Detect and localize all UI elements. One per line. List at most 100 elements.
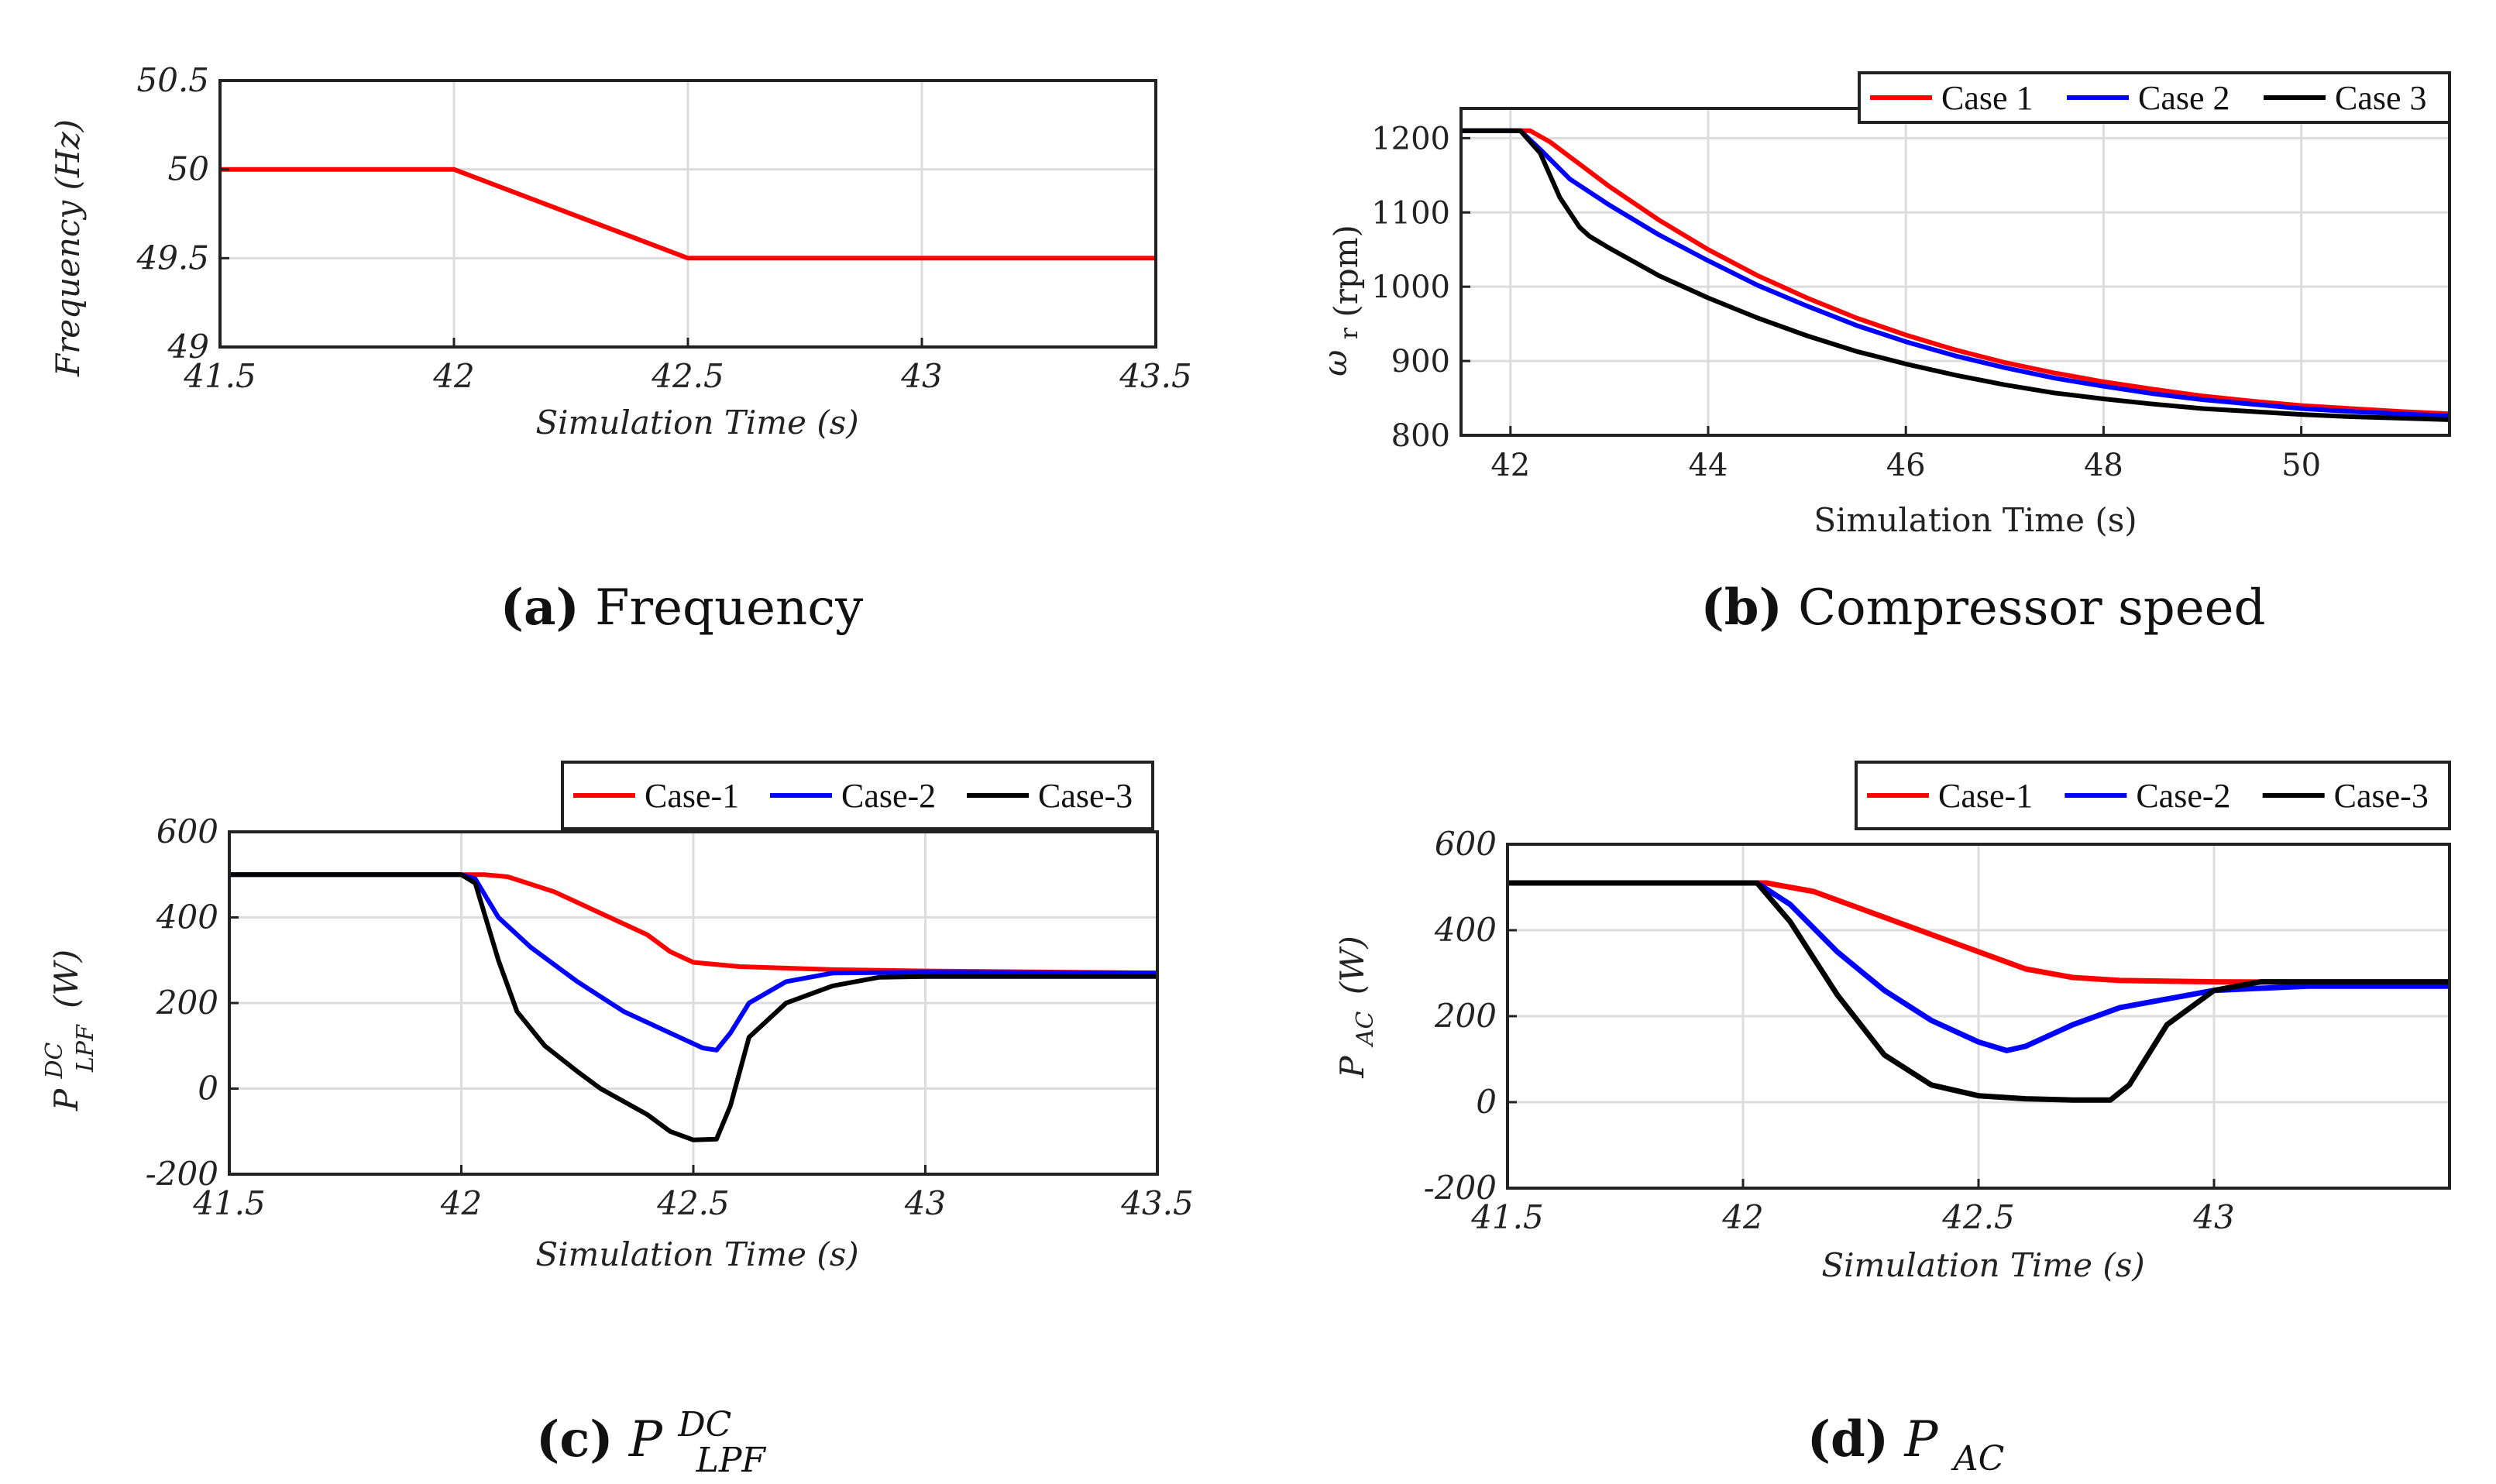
y-tick-label: 49.5 xyxy=(136,239,209,277)
x-tick-label: 42 xyxy=(1490,448,1530,483)
series-line-case-1 xyxy=(229,872,1157,976)
x-tick-label: 42.5 xyxy=(656,1184,730,1222)
x-tick-label: 42 xyxy=(1721,1198,1763,1236)
ticks-b: 42 44 46 48 50 800 900 1000 1100 1200 xyxy=(1371,121,2321,483)
ylabel-d-main: P xyxy=(1333,1056,1371,1079)
ticks-c: 41.5 42 42.5 43 43.5 -200 0 200 400 600 xyxy=(146,812,1194,1222)
ylabel-b-unit: (rpm) xyxy=(1327,225,1365,318)
legend-label: Case-1 xyxy=(1938,777,2033,815)
series-a xyxy=(220,167,1156,261)
ylabel-b-sub: r xyxy=(1334,327,1363,339)
x-tick-label: 50 xyxy=(2281,448,2321,483)
caption-a-title: Frequency xyxy=(595,579,863,637)
x-tick-label: 46 xyxy=(1886,448,1926,483)
xlabel-a: Simulation Time (s) xyxy=(535,404,858,441)
series-line-case-3 xyxy=(1461,128,2450,422)
ylabel-c-unit: (W) xyxy=(47,950,85,1008)
y-tick-label: -200 xyxy=(146,1155,218,1193)
y-tick-label: -200 xyxy=(1424,1169,1497,1207)
x-tick-label: 48 xyxy=(2084,448,2123,483)
y-tick-label: 600 xyxy=(1435,825,1497,863)
y-tick-label: 200 xyxy=(1434,997,1497,1035)
legend-label: Case-3 xyxy=(1038,777,1133,815)
y-tick-label: 49 xyxy=(167,328,209,366)
xlabel-d: Simulation Time (s) xyxy=(1821,1246,2144,1284)
svg-text:ω r: ω r (rpm) xyxy=(1316,225,1365,376)
caption-c-main: P xyxy=(628,1411,663,1469)
y-tick-label: 400 xyxy=(156,898,218,936)
caption-b-label: (b) xyxy=(1701,579,1783,637)
ticks-a: 41.5 42 42.5 43 43.5 49 49.5 50 50.5 xyxy=(136,61,1191,395)
legend-box xyxy=(1858,71,2451,124)
x-tick-label: 41.5 xyxy=(1470,1198,1544,1236)
ylabel-c: P DC LPF (W) xyxy=(32,950,101,1111)
series-line-case-3 xyxy=(1508,880,2450,1103)
y-tick-label: 1000 xyxy=(1371,270,1450,305)
grid-c xyxy=(228,830,1159,1176)
y-tick-label: 0 xyxy=(198,1070,218,1108)
legend-label: Case-2 xyxy=(2136,777,2230,815)
y-tick-label: 50.5 xyxy=(136,61,209,99)
y-tick-label: 200 xyxy=(156,984,218,1022)
caption-a-label: (a) xyxy=(500,579,579,637)
panel-compressor-speed: 42 44 46 48 50 800 900 1000 1100 1200 Case 1 Case … xyxy=(1316,71,2451,637)
svg-text:P AC (W): P AC (W) xyxy=(1333,936,1380,1079)
ylabel-d-sub: AC xyxy=(1352,1011,1379,1048)
series-line-case-2 xyxy=(1461,128,2450,419)
x-tick-label: 43.5 xyxy=(1120,1184,1194,1222)
ylabel-c-main: P xyxy=(47,1088,85,1111)
y-tick-label: 400 xyxy=(1434,911,1497,949)
grid-a xyxy=(218,79,1157,349)
series-line-case-3 xyxy=(229,872,1157,1142)
caption-c-sub: LPF xyxy=(696,1441,767,1480)
ticks-d: 41.5 42 42.5 43 -200 0 200 400 600 xyxy=(1424,825,2235,1236)
caption-d: (d) P AC xyxy=(1807,1410,2005,1479)
xlabel-c: Simulation Time (s) xyxy=(535,1235,858,1273)
x-tick-label: 42 xyxy=(432,357,474,395)
x-tick-label: 43.5 xyxy=(1119,357,1192,395)
x-tick-label: 41.5 xyxy=(183,357,256,395)
grid-b xyxy=(1461,108,2450,437)
series-line-case-1 xyxy=(1461,128,2450,417)
ylabel-d: P AC (W) xyxy=(1333,936,1380,1079)
series-c xyxy=(229,872,1157,1142)
ylabel-c-sub: LPF xyxy=(72,1024,99,1073)
legend-label: Case 3 xyxy=(2335,79,2427,117)
grid-d xyxy=(1506,843,2450,1190)
y-tick-label: 800 xyxy=(1391,418,1450,454)
x-tick-label: 42.5 xyxy=(651,357,724,395)
y-tick-label: 600 xyxy=(156,812,218,850)
x-tick-label: 41.5 xyxy=(192,1184,266,1222)
series-line-case-2 xyxy=(229,872,1157,1053)
x-tick-label: 43 xyxy=(900,357,942,395)
legend-label: Case-2 xyxy=(841,777,936,815)
series-b xyxy=(1461,128,2450,422)
panel-frequency: 41.5 42 42.5 43 43.5 49 49.5 50 50.5 Simulation … xyxy=(49,61,1192,637)
legend-label: Case-3 xyxy=(2334,777,2429,815)
legend-d: Case-1 Case-2 Case-3 xyxy=(1855,761,2451,830)
x-tick-label: 43 xyxy=(2192,1198,2234,1236)
series-line-frequency xyxy=(220,167,1156,261)
series-line-case-2 xyxy=(1508,880,2450,1053)
xlabel-b: Simulation Time (s) xyxy=(1814,501,2137,539)
series-line-case-1 xyxy=(1508,880,2450,986)
ylabel-a: Frequency (Hz) xyxy=(49,119,87,377)
series-d xyxy=(1508,880,2450,1103)
y-tick-label: 1200 xyxy=(1371,121,1450,156)
caption-b: (b) Compressor speed xyxy=(1701,579,2266,637)
y-tick-label: 50 xyxy=(168,150,209,188)
y-tick-label: 1100 xyxy=(1371,195,1450,231)
caption-c-sup: DC xyxy=(677,1405,731,1444)
legend-box xyxy=(561,761,1154,830)
legend-c: Case-1 Case-2 Case-3 xyxy=(561,761,1154,830)
x-tick-label: 44 xyxy=(1689,448,1728,483)
legend-b: Case 1 Case 2 Case 3 xyxy=(1858,71,2451,124)
svg-text:P DC LPF: P DC LPF (W) xyxy=(32,950,101,1111)
caption-d-main: P xyxy=(1903,1411,1938,1469)
caption-c: (c) P DC LPF xyxy=(536,1391,766,1480)
y-tick-label: 0 xyxy=(1476,1083,1497,1121)
legend-box xyxy=(1855,761,2451,830)
y-tick-label: 900 xyxy=(1391,344,1450,380)
